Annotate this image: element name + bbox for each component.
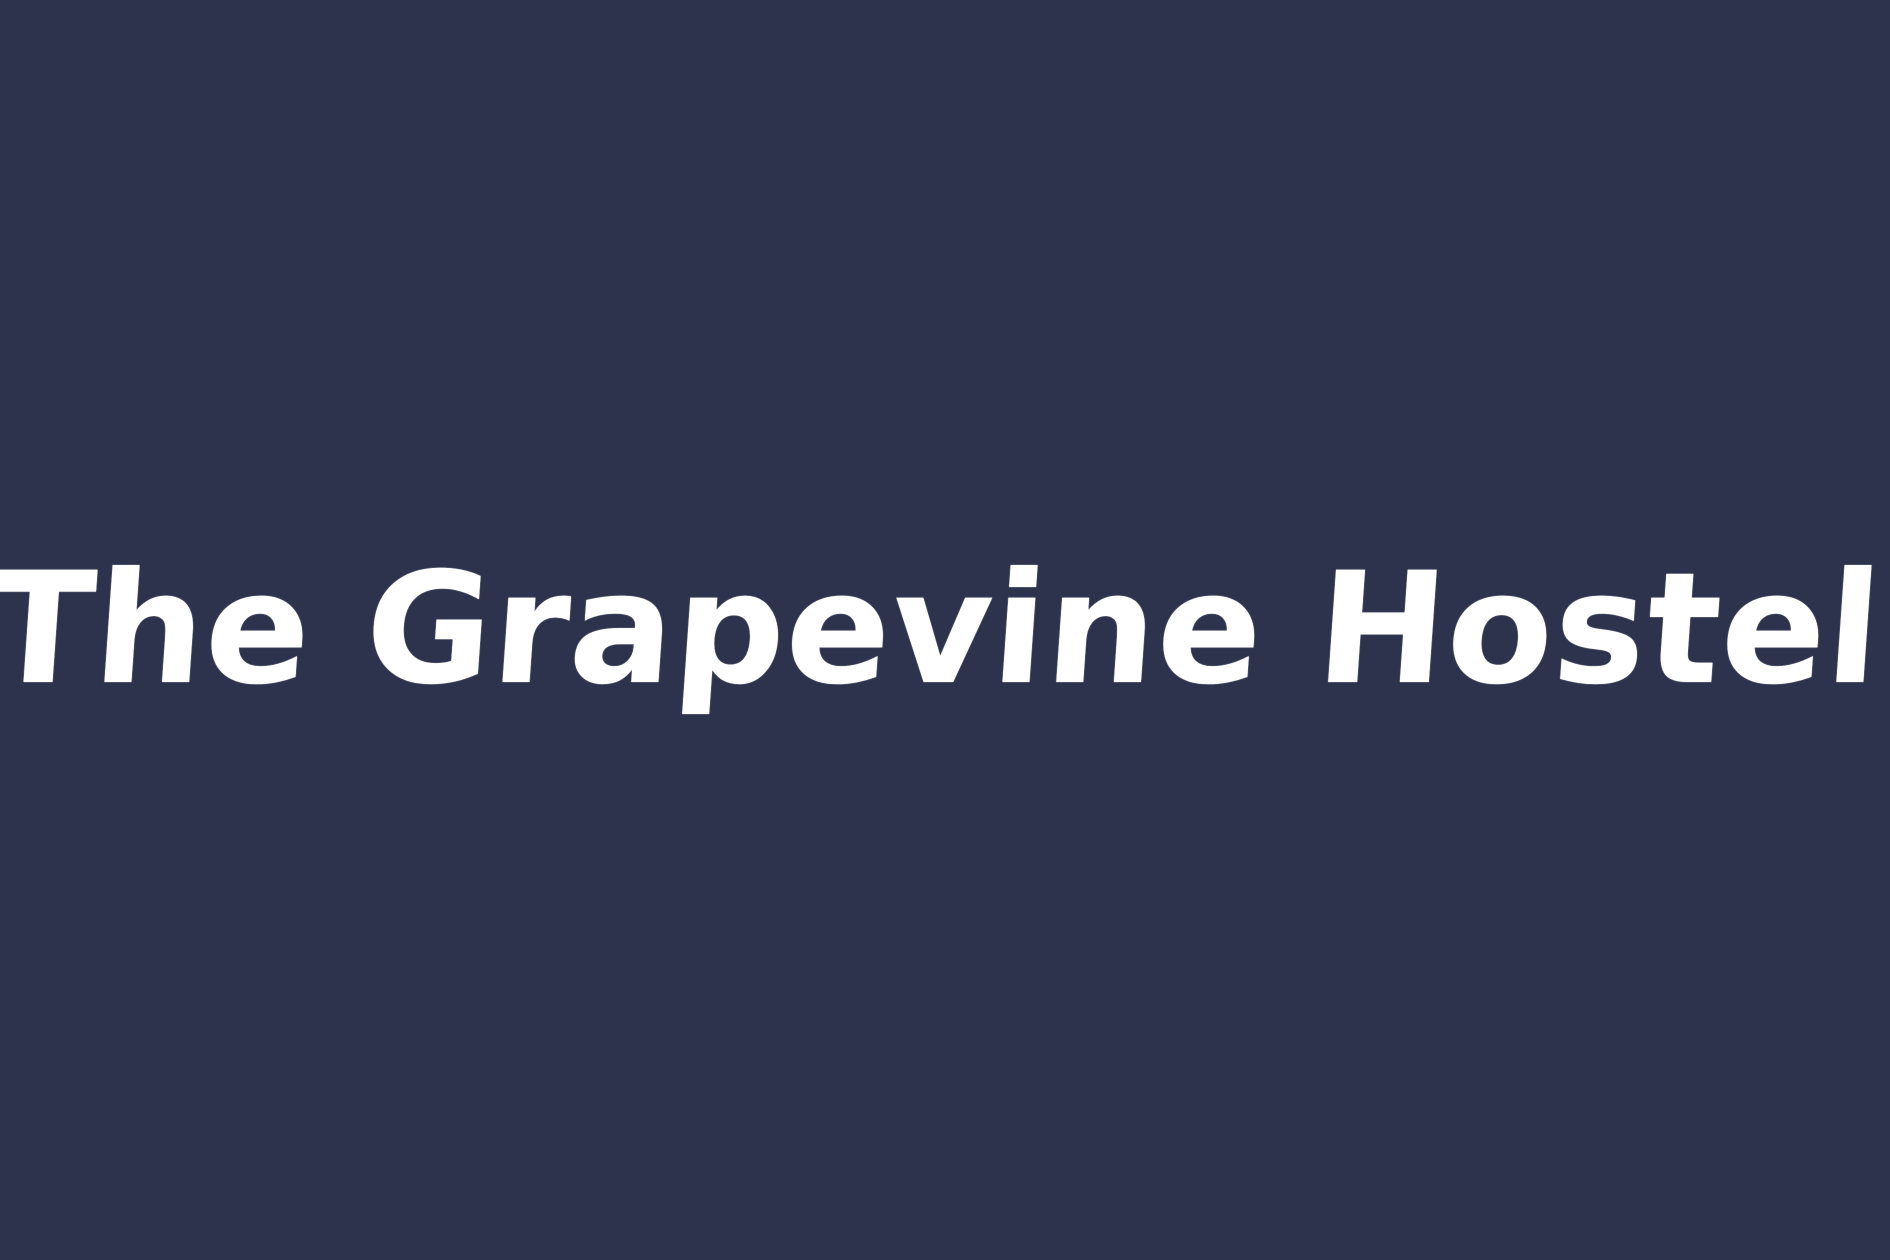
font-preview-title: The Grapevine Hostel (0, 540, 1888, 719)
